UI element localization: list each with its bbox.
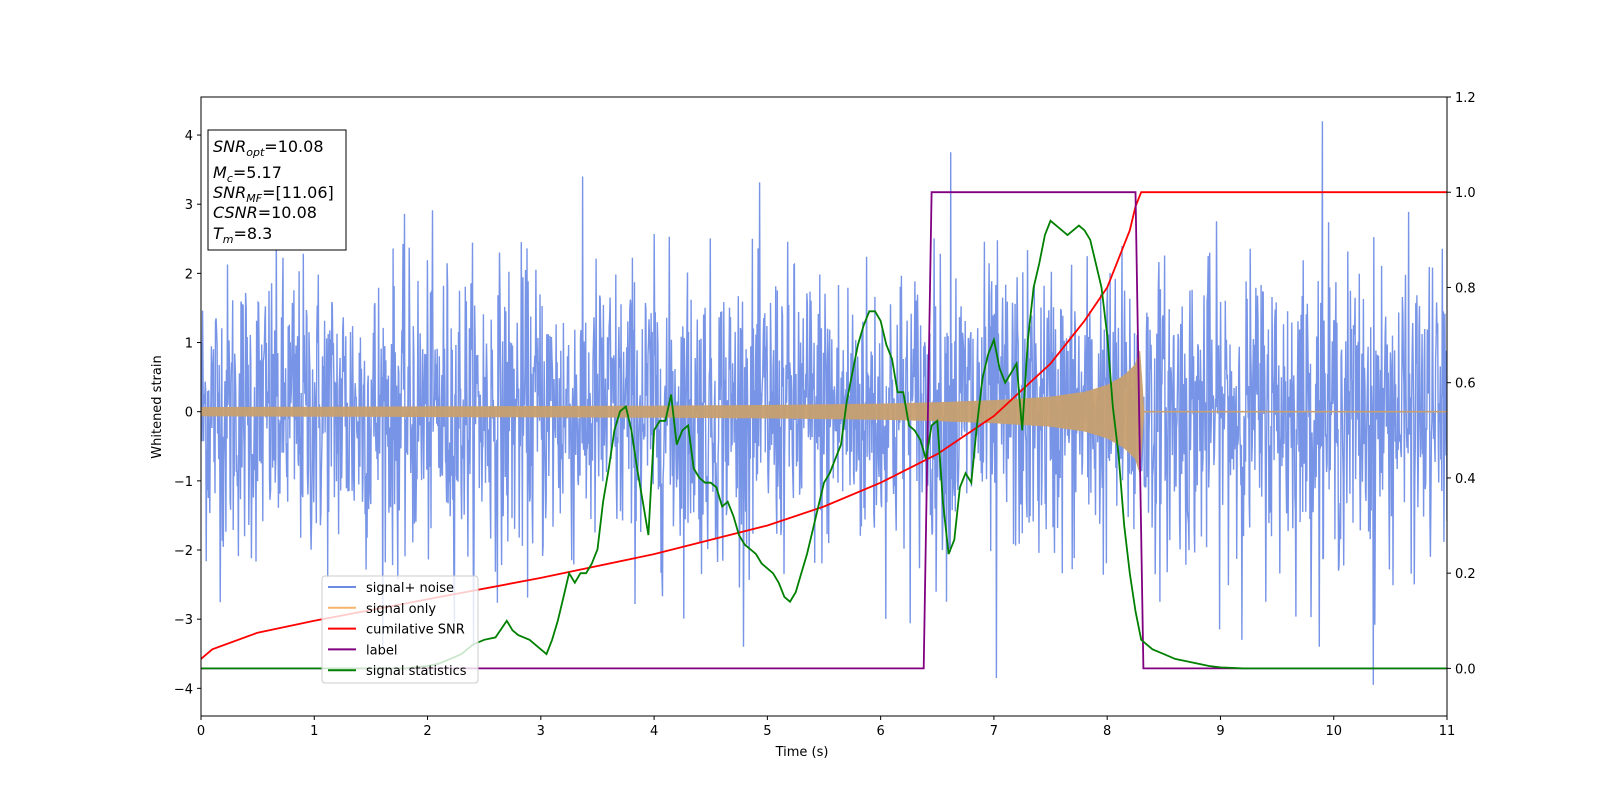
legend: signal+ noise signal only cumilative SNR la… xyxy=(321,575,479,684)
x-tick-label: 11 xyxy=(1439,724,1456,739)
info-box-frame xyxy=(207,129,347,251)
y2-tick-label: 1.0 xyxy=(1455,186,1476,201)
x-tick-label: 7 xyxy=(990,724,998,739)
x-tick-label: 10 xyxy=(1325,724,1342,739)
y-axis-right-ticks: 0.0 0.2 0.4 0.6 0.8 1.0 1.2 xyxy=(1447,91,1476,677)
y-axis-label: Whitened strain xyxy=(150,355,165,458)
legend-label: cumilative SNR xyxy=(366,623,465,638)
x-tick-label: 9 xyxy=(1216,724,1224,739)
legend-frame xyxy=(321,575,479,684)
info-line: Tm=8.3 xyxy=(213,224,272,246)
info-line: Mc=5.17 xyxy=(213,163,282,185)
y-tick-label: −4 xyxy=(174,682,193,697)
y2-tick-label: 0.6 xyxy=(1455,377,1476,392)
y2-tick-label: 1.2 xyxy=(1455,91,1476,106)
legend-label: signal statistics xyxy=(366,664,467,679)
series-signal-statistics-line xyxy=(201,219,1447,670)
x-axis-label: Time (s) xyxy=(775,745,829,760)
axes-frame xyxy=(200,96,1448,717)
y-tick-label: −2 xyxy=(174,544,193,559)
legend-label: signal only xyxy=(366,602,436,617)
x-tick-label: 8 xyxy=(1103,724,1111,739)
info-line: SNRMF=[11.06] xyxy=(213,183,334,205)
y-tick-label: 3 xyxy=(185,198,193,213)
x-tick-label: 6 xyxy=(876,724,884,739)
y2-tick-label: 0.2 xyxy=(1455,567,1476,582)
y2-tick-label: 0.8 xyxy=(1455,281,1476,296)
y-tick-label: 1 xyxy=(185,337,193,352)
info-line: CSNR=10.08 xyxy=(213,203,317,222)
series-label-line xyxy=(201,191,1447,670)
y2-tick-label: 0.0 xyxy=(1455,662,1476,677)
legend-label: label xyxy=(366,643,397,658)
x-axis-ticks: 0 1 2 3 4 5 6 7 8 9 10 11 xyxy=(197,716,1455,739)
y-axis-left-ticks: −4 −3 −2 −1 0 1 2 3 4 xyxy=(174,129,201,697)
x-tick-label: 1 xyxy=(310,724,318,739)
x-tick-label: 3 xyxy=(537,724,545,739)
y-tick-label: 0 xyxy=(185,406,193,421)
y-tick-label: 4 xyxy=(185,129,193,144)
legend-label: signal+ noise xyxy=(366,581,454,596)
y-tick-label: −1 xyxy=(174,475,193,490)
x-tick-label: 5 xyxy=(763,724,771,739)
x-tick-label: 4 xyxy=(650,724,658,739)
x-tick-label: 2 xyxy=(423,724,431,739)
x-tick-label: 0 xyxy=(197,724,205,739)
y2-tick-label: 0.4 xyxy=(1455,472,1476,487)
axes-border xyxy=(200,96,1448,717)
y-tick-label: −3 xyxy=(174,613,193,628)
info-line: SNRopt=10.08 xyxy=(213,137,324,159)
y-tick-label: 2 xyxy=(185,267,193,282)
info-box: SNRopt=10.08 Mc=5.17SNRMF=[11.06]CSNR=10.… xyxy=(207,129,347,251)
